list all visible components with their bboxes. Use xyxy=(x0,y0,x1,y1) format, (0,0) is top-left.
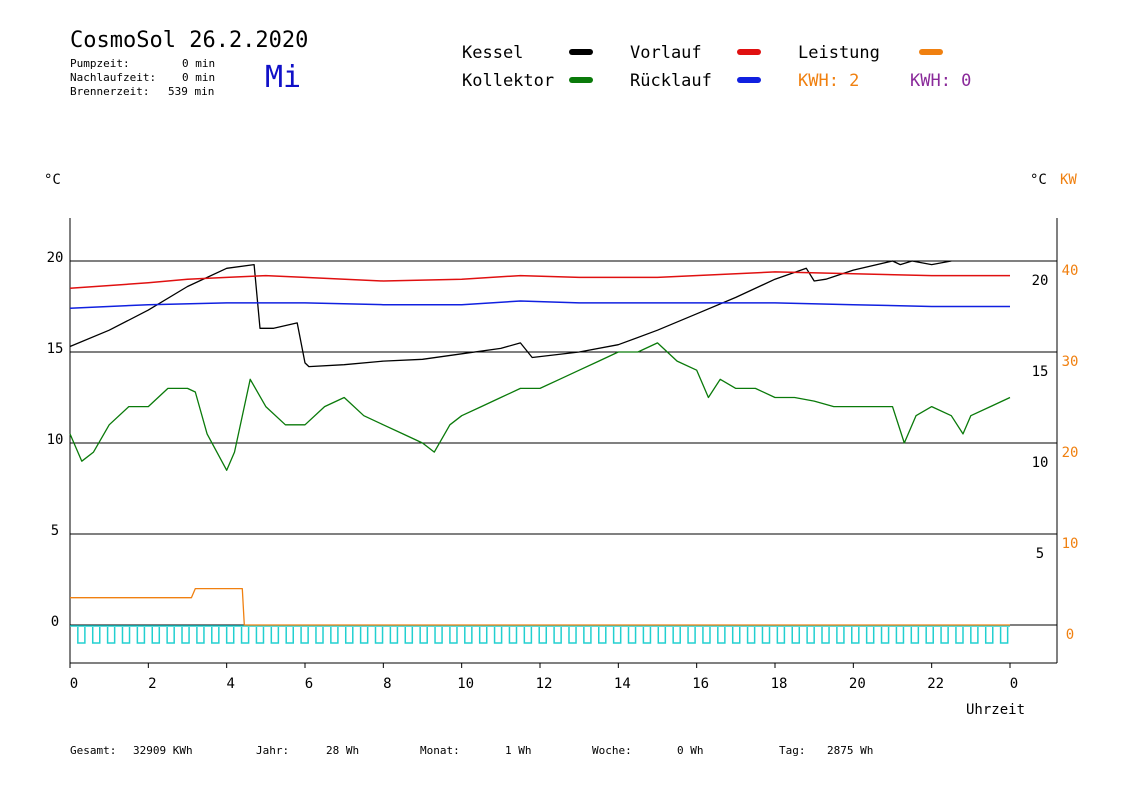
right-tick-temp-20: 20 xyxy=(1032,273,1049,289)
x-tick-3: 6 xyxy=(305,676,313,692)
x-tick-9: 18 xyxy=(771,676,788,692)
footer-gesamt-value: 32909 KWh xyxy=(133,744,193,757)
footer-tag-label: Tag: xyxy=(779,744,806,757)
x-tick-1: 2 xyxy=(148,676,156,692)
series-line-vorlauf xyxy=(69,271,1010,290)
x-tick-0: 0 xyxy=(70,676,78,692)
x-tick-5: 10 xyxy=(457,676,474,692)
right-tick-temp-10: 10 xyxy=(1032,455,1049,471)
left-tick-5: 5 xyxy=(51,523,59,539)
left-tick-0: 0 xyxy=(51,614,59,630)
x-tick-10: 20 xyxy=(849,676,866,692)
x-tick-7: 14 xyxy=(614,676,631,692)
x-tick-12: 0 xyxy=(1010,676,1018,692)
left-tick-15: 15 xyxy=(47,341,64,357)
footer-gesamt-label: Gesamt: xyxy=(70,744,117,757)
legend-leistung: Leistung xyxy=(798,43,880,63)
legend-vorlauf: Vorlauf xyxy=(630,43,702,63)
series-line-leistung xyxy=(70,587,1010,626)
x-tick-2: 4 xyxy=(226,676,234,692)
stat-nachlaufzeit-label: Nachlaufzeit: xyxy=(70,71,157,84)
left-axis-unit: °C xyxy=(44,172,61,188)
weekday-label: Mi xyxy=(265,60,302,95)
footer-jahr-value: 28 Wh xyxy=(326,744,360,757)
left-tick-20: 20 xyxy=(47,250,64,266)
stat-brennerzeit-value: 539 min xyxy=(168,85,215,98)
right-tick-temp-5: 5 xyxy=(1036,546,1044,562)
legend-kessel: Kessel xyxy=(462,43,524,63)
x-tick-8: 16 xyxy=(692,676,709,692)
right-tick-kw-0: 0 xyxy=(1066,627,1074,643)
right-axis-unit: °C xyxy=(1030,172,1047,188)
footer-woche-value: 0 Wh xyxy=(677,744,704,757)
footer-tag-value: 2875 Wh xyxy=(827,744,874,757)
series-line-kollektor xyxy=(69,342,1011,471)
x-axis-label: Uhrzeit xyxy=(966,702,1026,718)
legend-kollektor: Kollektor xyxy=(462,71,555,91)
right-tick-temp-15: 15 xyxy=(1032,364,1049,380)
legend-ruecklauf: Rücklauf xyxy=(630,71,712,91)
legend-kwh-1: KWH: 2 xyxy=(798,71,860,91)
stat-pumpzeit-value: 0 min xyxy=(182,57,216,70)
x-tick-6: 12 xyxy=(536,676,553,692)
left-tick-10: 10 xyxy=(47,432,64,448)
stat-nachlaufzeit-value: 0 min xyxy=(182,71,216,84)
right-tick-kw-20: 20 xyxy=(1062,445,1079,461)
x-tick-11: 22 xyxy=(927,676,944,692)
stat-brennerzeit-label: Brennerzeit: xyxy=(70,85,150,98)
pump-activity-trace xyxy=(77,627,1009,644)
chart-title: CosmoSol 26.2.2020 xyxy=(70,28,309,53)
x-tick-4: 8 xyxy=(383,676,391,692)
right-axis-unit-kw: KW xyxy=(1060,172,1077,188)
stat-pumpzeit-label: Pumpzeit: xyxy=(70,57,130,70)
footer-jahr-label: Jahr: xyxy=(256,744,290,757)
legend-kwh-2: KWH: 0 xyxy=(910,71,972,91)
right-tick-kw-30: 30 xyxy=(1062,354,1079,370)
right-tick-kw-10: 10 xyxy=(1062,536,1079,552)
footer-woche-label: Woche: xyxy=(592,744,632,757)
footer-monat-label: Monat: xyxy=(420,744,460,757)
right-tick-kw-40: 40 xyxy=(1062,263,1079,279)
footer-monat-value: 1 Wh xyxy=(505,744,532,757)
series-line-rcklauf xyxy=(69,300,1010,310)
